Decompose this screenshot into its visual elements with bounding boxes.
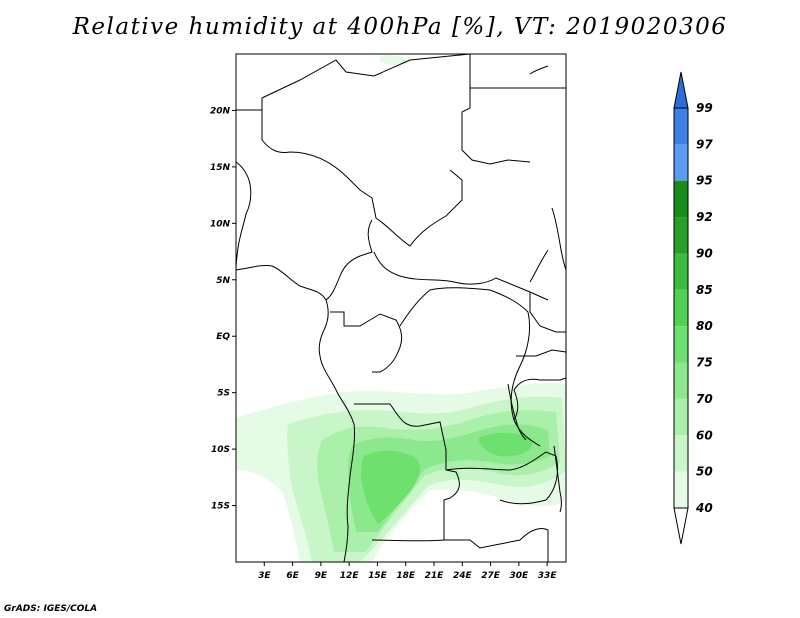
colorbar-label: 90: [696, 246, 713, 260]
coastline-mauritania-senegal: [235, 161, 252, 271]
longitude-axis: 3E 6E 9E 12E 15E 18E 21E 24E 27E 30E 33E: [258, 562, 557, 581]
map-border: [235, 53, 567, 563]
colorbar-segment: [674, 253, 688, 290]
colorbar-label: 80: [696, 319, 713, 333]
colorbar-segment: [674, 398, 688, 436]
colorbar-label: 70: [696, 392, 713, 406]
colorbar-label: 95: [696, 174, 713, 188]
map-frame: [235, 53, 567, 563]
colorbar-segment: [674, 144, 688, 181]
coastline-lake-malawi: [553, 445, 562, 513]
border-east-africa: [516, 292, 567, 357]
colorbar: 99 97 95 92 90 85 80 75 70 60 50 40: [673, 71, 713, 545]
colorbar-label: 75: [696, 356, 713, 370]
lon-tick-label: 30E: [510, 571, 530, 581]
border-libya-sudan: [461, 54, 531, 165]
coastline-west-africa: [235, 265, 355, 563]
colorbar-segment: [674, 108, 688, 145]
border-sahara-north: [236, 53, 471, 111]
colorbar-label: 97: [696, 137, 713, 151]
border-angola: [354, 403, 460, 542]
colorbar-label: 40: [695, 501, 713, 515]
border-tanzania: [513, 377, 567, 421]
colorbar-segment: [674, 435, 688, 472]
colorbar-label: 60: [696, 428, 713, 442]
border-gabon-congo: [330, 311, 403, 373]
border-niger-chad: [261, 110, 377, 219]
colorbar-label: 99: [696, 101, 713, 115]
lon-tick-label: 18E: [396, 571, 416, 581]
humidity-shading-40-north: [380, 55, 410, 65]
lat-tick-label: EQ: [216, 332, 230, 342]
colorbar-segment: [674, 289, 688, 327]
lat-tick-label: 15N: [210, 163, 231, 173]
humidity-field: [236, 55, 566, 562]
humidity-shading-75: [361, 450, 421, 524]
colorbar-top-arrow: [673, 71, 689, 109]
lon-tick-label: 27E: [481, 571, 501, 581]
lon-tick-label: 24E: [453, 571, 473, 581]
lon-tick-label: 15E: [368, 571, 388, 581]
coastlines-and-borders: [235, 53, 567, 563]
lat-tick-label: 20N: [210, 106, 231, 116]
colorbar-segment: [674, 326, 688, 363]
border-chad-east: [375, 169, 463, 247]
lat-tick-label: 5N: [216, 276, 230, 286]
border-namibia: [444, 527, 549, 562]
latitude-axis: 20N 15N 10N 5N EQ 5S 10S 15S: [210, 106, 236, 512]
colorbar-segment: [674, 180, 688, 218]
colorbar-segment: [674, 217, 688, 254]
border-cameroon: [325, 219, 373, 301]
colorbar-label: 85: [696, 283, 713, 297]
lat-tick-label: 10N: [210, 219, 231, 229]
lon-tick-label: 33E: [538, 571, 558, 581]
lon-tick-label: 21E: [425, 571, 445, 581]
colorbar-label: 92: [696, 210, 713, 224]
colorbar-bottom-arrow: [673, 507, 689, 545]
coastline-red-sea: [529, 65, 567, 271]
colorbar-segment: [674, 362, 688, 399]
lon-tick-label: 6E: [286, 571, 299, 581]
lat-tick-label: 15S: [211, 502, 230, 512]
border-zambia: [445, 451, 559, 505]
lat-tick-label: 10S: [211, 445, 230, 455]
map-title: Relative humidity at 400hPa [%], VT: 201…: [72, 14, 728, 40]
border-ethiopia: [529, 249, 549, 283]
border-car: [373, 251, 549, 301]
coastline-lake-tanganyika: [507, 383, 527, 441]
lat-tick-label: 5S: [217, 389, 230, 399]
grads-credit: GrADS: IGES/COLA: [4, 604, 98, 614]
lon-tick-label: 3E: [258, 571, 271, 581]
lon-tick-label: 12E: [340, 571, 360, 581]
lon-tick-label: 9E: [315, 571, 328, 581]
colorbar-label: 50: [696, 465, 713, 479]
colorbar-segment: [674, 471, 688, 508]
humidity-shading-75b: [478, 432, 532, 457]
